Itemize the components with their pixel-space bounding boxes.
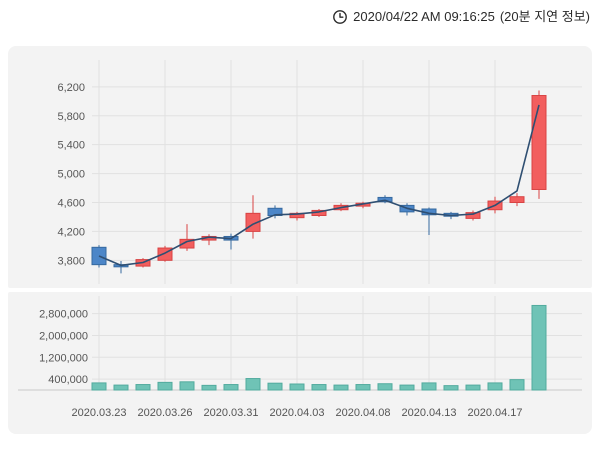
svg-text:2020.04.13: 2020.04.13 (401, 407, 456, 419)
svg-text:2,000,000: 2,000,000 (39, 330, 88, 342)
svg-text:5,000: 5,000 (57, 169, 85, 181)
svg-text:2020.04.08: 2020.04.08 (335, 407, 390, 419)
svg-text:4,600: 4,600 (57, 197, 85, 209)
price-chart-panel: 3,800 4,200 4,600 5,000 5,400 5,800 6,200 (8, 46, 592, 288)
svg-text:2020.03.26: 2020.03.26 (137, 407, 192, 419)
svg-text:2020.04.17: 2020.04.17 (467, 407, 522, 419)
svg-text:5,400: 5,400 (57, 140, 85, 152)
timestamp-text: 2020/04/22 AM 09:16:25 (353, 9, 495, 24)
volume-chart-panel: 400,000 1,200,000 2,000,000 2,800,000 2020.0… (8, 292, 592, 434)
volume-bar-chart: 400,000 1,200,000 2,000,000 2,800,000 2020.0… (18, 296, 582, 419)
svg-text:400,000: 400,000 (48, 374, 88, 386)
svg-text:2020.04.03: 2020.04.03 (269, 407, 324, 419)
svg-text:2020.03.31: 2020.03.31 (203, 407, 258, 419)
svg-text:3,800: 3,800 (57, 255, 85, 267)
svg-text:1,200,000: 1,200,000 (39, 352, 88, 364)
price-candlestick-chart: 3,800 4,200 4,600 5,000 5,400 5,800 6,200 (57, 60, 582, 284)
timestamp-header: 2020/04/22 AM 09:16:25 (20분 지연 정보) (332, 9, 590, 25)
svg-text:2,800,000: 2,800,000 (39, 309, 88, 321)
svg-text:4,200: 4,200 (57, 226, 85, 238)
svg-text:5,800: 5,800 (57, 111, 85, 123)
delay-note-text: (20분 지연 정보) (499, 9, 590, 24)
svg-text:2020.03.23: 2020.03.23 (71, 407, 126, 419)
svg-text:6,200: 6,200 (57, 82, 85, 94)
clock-icon (332, 9, 348, 25)
